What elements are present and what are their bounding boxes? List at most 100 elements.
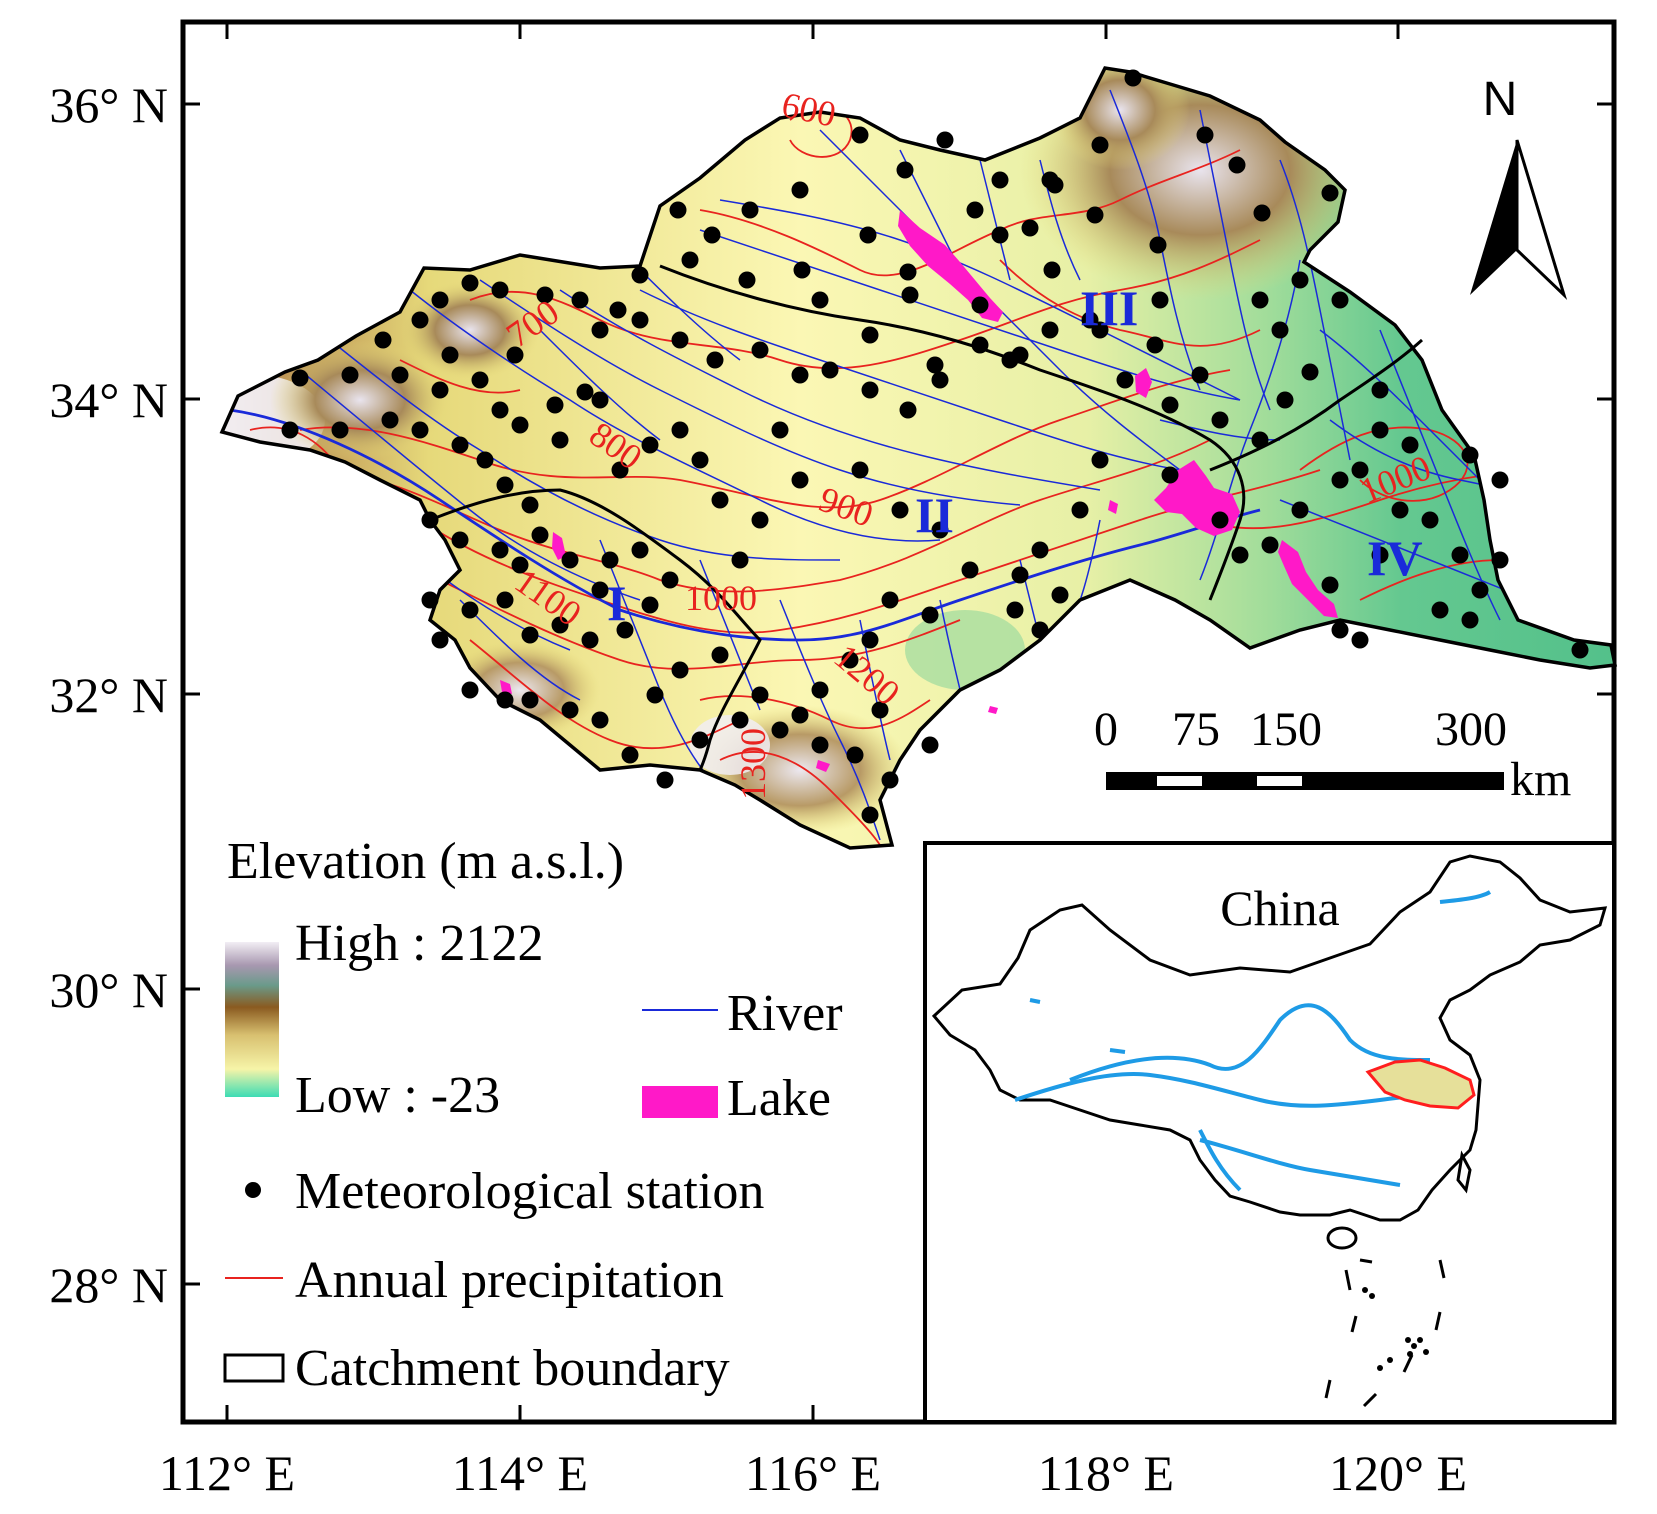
- scale-tick-300: 300: [1435, 703, 1507, 756]
- station-marker: [1021, 219, 1039, 237]
- station-marker: [646, 686, 664, 704]
- station-marker: [1041, 321, 1059, 339]
- station-marker: [1331, 471, 1349, 489]
- station-marker: [706, 351, 724, 369]
- station-marker: [771, 421, 789, 439]
- station-marker: [1011, 566, 1029, 584]
- station-marker: [1371, 546, 1389, 564]
- station-marker: [1211, 511, 1229, 529]
- station-marker: [751, 686, 769, 704]
- scale-bar: 0 75 150 300 km: [1094, 703, 1571, 806]
- south-sea-dashes: [1324, 1258, 1446, 1408]
- station-marker: [421, 591, 439, 609]
- station-marker: [1071, 501, 1089, 519]
- station-marker: [671, 331, 689, 349]
- north-arrow-label: N: [1483, 73, 1518, 126]
- station-marker: [431, 631, 449, 649]
- station-marker: [1228, 156, 1246, 174]
- south-sea-islands: [1362, 1287, 1429, 1371]
- station-marker: [431, 381, 449, 399]
- station-marker: [1031, 541, 1049, 559]
- station-marker: [1351, 461, 1369, 479]
- latitude-labels: 36° N 34° N 32° N 30° N 28° N: [49, 77, 168, 1313]
- station-marker: [491, 401, 509, 419]
- lat-label-34: 34° N: [49, 372, 168, 428]
- station-marker: [331, 421, 349, 439]
- station-marker: [921, 736, 939, 754]
- station-marker: [511, 416, 529, 434]
- station-marker: [751, 511, 769, 529]
- lat-label-32: 32° N: [49, 667, 168, 723]
- station-marker: [1149, 236, 1167, 254]
- station-marker: [641, 436, 659, 454]
- station-marker: [571, 291, 589, 309]
- station-marker: [793, 261, 811, 279]
- station-marker: [1146, 336, 1164, 354]
- station-marker: [1196, 126, 1214, 144]
- station-marker: [741, 201, 759, 219]
- station-marker: [1291, 271, 1309, 289]
- station-marker: [991, 171, 1009, 189]
- station-marker: [1151, 291, 1169, 309]
- station-marker: [1431, 601, 1449, 619]
- lake: [988, 706, 998, 714]
- station-marker: [576, 383, 594, 401]
- station-marker: [1451, 546, 1469, 564]
- station-marker: [751, 341, 769, 359]
- station-marker: [671, 661, 689, 679]
- station-marker: [611, 461, 629, 479]
- station-marker: [621, 746, 639, 764]
- station-marker: [681, 251, 699, 269]
- station-marker: [609, 301, 627, 319]
- station-marker: [711, 491, 729, 509]
- legend-river: River: [727, 985, 843, 1042]
- station-marker: [496, 591, 514, 609]
- station-marker: [871, 701, 889, 719]
- station-marker: [521, 691, 539, 709]
- station-marker: [703, 226, 721, 244]
- station-marker: [491, 281, 509, 299]
- station-marker: [861, 381, 879, 399]
- station-marker: [859, 226, 877, 244]
- station-marker: [1371, 421, 1389, 439]
- station-marker: [1091, 321, 1109, 339]
- station-marker: [791, 471, 809, 489]
- station-marker: [1301, 363, 1319, 381]
- station-marker: [821, 361, 839, 379]
- station-marker: [591, 711, 609, 729]
- station-marker: [971, 336, 989, 354]
- zone-label-iii: III: [1080, 280, 1138, 336]
- station-marker: [861, 326, 879, 344]
- station-marker: [536, 286, 554, 304]
- station-marker: [631, 311, 649, 329]
- station-marker: [1461, 446, 1479, 464]
- station-marker: [1331, 621, 1349, 639]
- station-marker: [1261, 536, 1279, 554]
- legend-station: Meteorological station: [295, 1163, 764, 1220]
- isohyet-label-1300: 1300: [733, 728, 773, 800]
- station-marker: [691, 451, 709, 469]
- station-marker: [1271, 321, 1289, 339]
- station-marker: [411, 311, 429, 329]
- station-marker: [881, 591, 899, 609]
- station-marker: [411, 421, 429, 439]
- legend-lake: Lake: [727, 1070, 831, 1127]
- lon-label-114: 114° E: [452, 1445, 588, 1501]
- station-marker: [899, 263, 917, 281]
- study-area-outline: [1365, 1058, 1476, 1110]
- scale-unit: km: [1510, 753, 1571, 806]
- station-marker: [1091, 451, 1109, 469]
- longitude-labels: 112° E 114° E 116° E 118° E 120° E: [159, 1445, 1467, 1501]
- station-marker: [441, 346, 459, 364]
- station-marker: [931, 371, 949, 389]
- station-marker: [691, 731, 709, 749]
- station-marker: [641, 596, 659, 614]
- station-marker: [671, 421, 689, 439]
- station-marker: [591, 391, 609, 409]
- station-marker: [841, 651, 859, 669]
- lon-label-118: 118° E: [1038, 1445, 1174, 1501]
- station-marker: [899, 401, 917, 419]
- station-marker: [961, 561, 979, 579]
- station-marker: [1091, 136, 1109, 154]
- lake: [552, 532, 566, 560]
